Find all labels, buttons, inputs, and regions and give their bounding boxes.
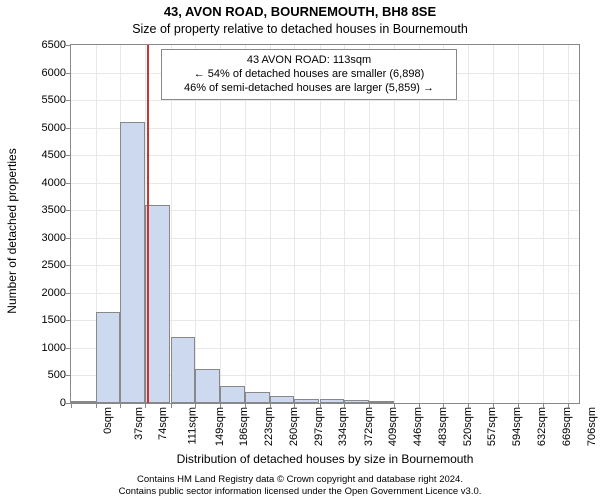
histogram-bar <box>71 401 96 403</box>
gridline <box>568 45 569 403</box>
x-tick-mark <box>71 403 72 408</box>
y-tick-label: 4000 <box>20 177 66 189</box>
histogram-bar <box>369 401 394 403</box>
footer-line-2: Contains public sector information licen… <box>0 486 600 498</box>
y-tick-label: 2000 <box>20 287 66 299</box>
x-tick-label: 223sqm <box>263 407 275 446</box>
y-tick-label: 3500 <box>20 204 66 216</box>
x-tick-label: 334sqm <box>337 407 349 446</box>
histogram-bar <box>171 337 196 403</box>
y-tick-mark <box>66 73 71 74</box>
histogram-bar <box>120 122 145 403</box>
gridline <box>468 45 469 403</box>
gridline <box>543 45 544 403</box>
y-tick-label: 3000 <box>20 232 66 244</box>
histogram-bar <box>294 399 319 403</box>
x-tick-mark <box>195 403 196 408</box>
x-tick-label: 149sqm <box>214 407 226 446</box>
x-tick-mark <box>171 403 172 408</box>
y-tick-label: 0 <box>20 397 66 409</box>
x-tick-label: 186sqm <box>238 407 250 446</box>
y-tick-mark <box>66 375 71 376</box>
y-tick-mark <box>66 183 71 184</box>
x-axis-label: Distribution of detached houses by size … <box>70 452 580 466</box>
x-tick-mark <box>493 403 494 408</box>
x-tick-label: 372sqm <box>363 407 375 446</box>
x-tick-mark <box>568 403 569 408</box>
x-tick-mark <box>245 403 246 408</box>
y-tick-mark <box>66 348 71 349</box>
x-tick-label: 483sqm <box>437 407 449 446</box>
histogram-bar <box>344 400 369 403</box>
y-tick-label: 4500 <box>20 149 66 161</box>
page-subtitle: Size of property relative to detached ho… <box>0 22 600 36</box>
x-tick-mark <box>120 403 121 408</box>
x-tick-label: 557sqm <box>486 407 498 446</box>
annotation-line: 43 AVON ROAD: 113sqm <box>168 54 450 68</box>
x-tick-mark <box>320 403 321 408</box>
x-tick-label: 446sqm <box>412 407 424 446</box>
y-tick-mark <box>66 210 71 211</box>
x-tick-mark <box>369 403 370 408</box>
x-tick-mark <box>394 403 395 408</box>
page-title: 43, AVON ROAD, BOURNEMOUTH, BH8 8SE <box>0 4 600 19</box>
x-tick-mark <box>344 403 345 408</box>
page: 43, AVON ROAD, BOURNEMOUTH, BH8 8SE Size… <box>0 0 600 500</box>
x-tick-mark <box>518 403 519 408</box>
histogram-bar <box>145 205 170 403</box>
x-tick-label: 669sqm <box>561 407 573 446</box>
y-tick-label: 5500 <box>20 94 66 106</box>
y-tick-mark <box>66 238 71 239</box>
x-tick-label: 0sqm <box>102 407 114 434</box>
reference-marker <box>147 45 149 403</box>
y-tick-mark <box>66 265 71 266</box>
annotation-line: ← 54% of detached houses are smaller (6,… <box>168 68 450 82</box>
y-tick-label: 1500 <box>20 314 66 326</box>
x-tick-label: 74sqm <box>157 407 169 440</box>
y-tick-mark <box>66 128 71 129</box>
x-tick-mark <box>443 403 444 408</box>
x-tick-mark <box>294 403 295 408</box>
y-tick-label: 5000 <box>20 122 66 134</box>
histogram-bar <box>245 392 270 403</box>
annotation-box: 43 AVON ROAD: 113sqm← 54% of detached ho… <box>161 49 457 100</box>
histogram-bar <box>195 369 220 403</box>
x-tick-mark <box>468 403 469 408</box>
footer-line-1: Contains HM Land Registry data © Crown c… <box>0 474 600 486</box>
histogram-bar <box>96 312 121 403</box>
histogram-bar <box>220 386 245 403</box>
x-tick-label: 706sqm <box>586 407 598 446</box>
x-tick-mark <box>270 403 271 408</box>
y-tick-mark <box>66 155 71 156</box>
y-tick-mark <box>66 320 71 321</box>
x-tick-mark <box>220 403 221 408</box>
x-tick-label: 111sqm <box>187 407 199 445</box>
histogram-bar <box>320 399 345 403</box>
y-tick-label: 6000 <box>20 67 66 79</box>
histogram-chart: 43 AVON ROAD: 113sqm← 54% of detached ho… <box>70 44 580 404</box>
y-tick-mark <box>66 45 71 46</box>
gridline <box>518 45 519 403</box>
annotation-line: 46% of semi-detached houses are larger (… <box>168 82 450 96</box>
x-tick-label: 520sqm <box>462 407 474 446</box>
x-tick-label: 37sqm <box>133 407 145 440</box>
x-tick-mark <box>96 403 97 408</box>
y-tick-label: 6500 <box>20 39 66 51</box>
gridline <box>493 45 494 403</box>
x-tick-label: 632sqm <box>537 407 549 446</box>
x-tick-label: 260sqm <box>288 407 300 446</box>
y-tick-mark <box>66 100 71 101</box>
x-tick-mark <box>145 403 146 408</box>
x-tick-label: 297sqm <box>313 407 325 446</box>
y-tick-label: 500 <box>20 369 66 381</box>
x-tick-mark <box>419 403 420 408</box>
x-tick-mark <box>543 403 544 408</box>
y-tick-mark <box>66 293 71 294</box>
histogram-bar <box>270 396 295 403</box>
x-tick-label: 594sqm <box>511 407 523 446</box>
attribution-footer: Contains HM Land Registry data © Crown c… <box>0 474 600 498</box>
y-tick-label: 1000 <box>20 342 66 354</box>
x-tick-label: 409sqm <box>388 407 400 446</box>
y-tick-label: 2500 <box>20 259 66 271</box>
